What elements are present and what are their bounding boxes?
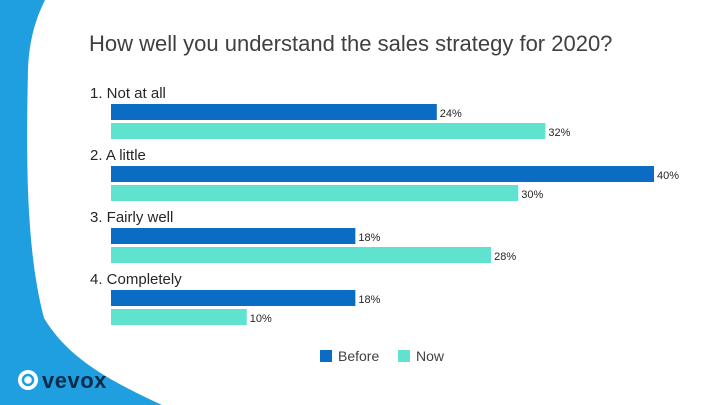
data-label-now: 10% bbox=[250, 313, 272, 325]
logo-text: vevox bbox=[42, 368, 107, 393]
data-label-before: 24% bbox=[440, 108, 462, 120]
bar-before bbox=[111, 166, 654, 182]
legend-swatch-before bbox=[320, 350, 332, 362]
legend: Before Now bbox=[320, 348, 445, 364]
data-label-before: 18% bbox=[358, 294, 380, 306]
data-label-before: 18% bbox=[358, 232, 380, 244]
data-label-now: 28% bbox=[494, 251, 516, 263]
bubble-shape-left bbox=[0, 0, 162, 405]
legend-swatch-now bbox=[398, 350, 410, 362]
vevox-logo: vevox bbox=[18, 368, 107, 393]
bar-now bbox=[111, 247, 492, 263]
data-label-now: 32% bbox=[548, 127, 570, 139]
bar-before bbox=[111, 228, 356, 244]
bar-now bbox=[111, 309, 247, 325]
category-label: 1. Not at all bbox=[90, 85, 166, 102]
legend-label-now: Now bbox=[416, 348, 445, 364]
category-label: 3. Fairly well bbox=[90, 209, 173, 226]
data-label-now: 30% bbox=[521, 189, 543, 201]
legend-label-before: Before bbox=[338, 348, 379, 364]
data-label-before: 40% bbox=[657, 170, 679, 182]
bar-now bbox=[111, 123, 546, 139]
bars-group: 1. Not at all 24% 32% 2. A little 40% 30% 3. F… bbox=[90, 85, 679, 325]
category-label: 2. A little bbox=[90, 147, 146, 164]
bar-before bbox=[111, 290, 356, 306]
chart-title: How well you understand the sales strate… bbox=[89, 31, 612, 56]
logo-badge-icon bbox=[18, 370, 38, 390]
category-label: 4. Completely bbox=[90, 271, 182, 288]
logo-ring-icon bbox=[21, 373, 35, 387]
bar-before bbox=[111, 104, 437, 120]
bar-now bbox=[111, 185, 519, 201]
